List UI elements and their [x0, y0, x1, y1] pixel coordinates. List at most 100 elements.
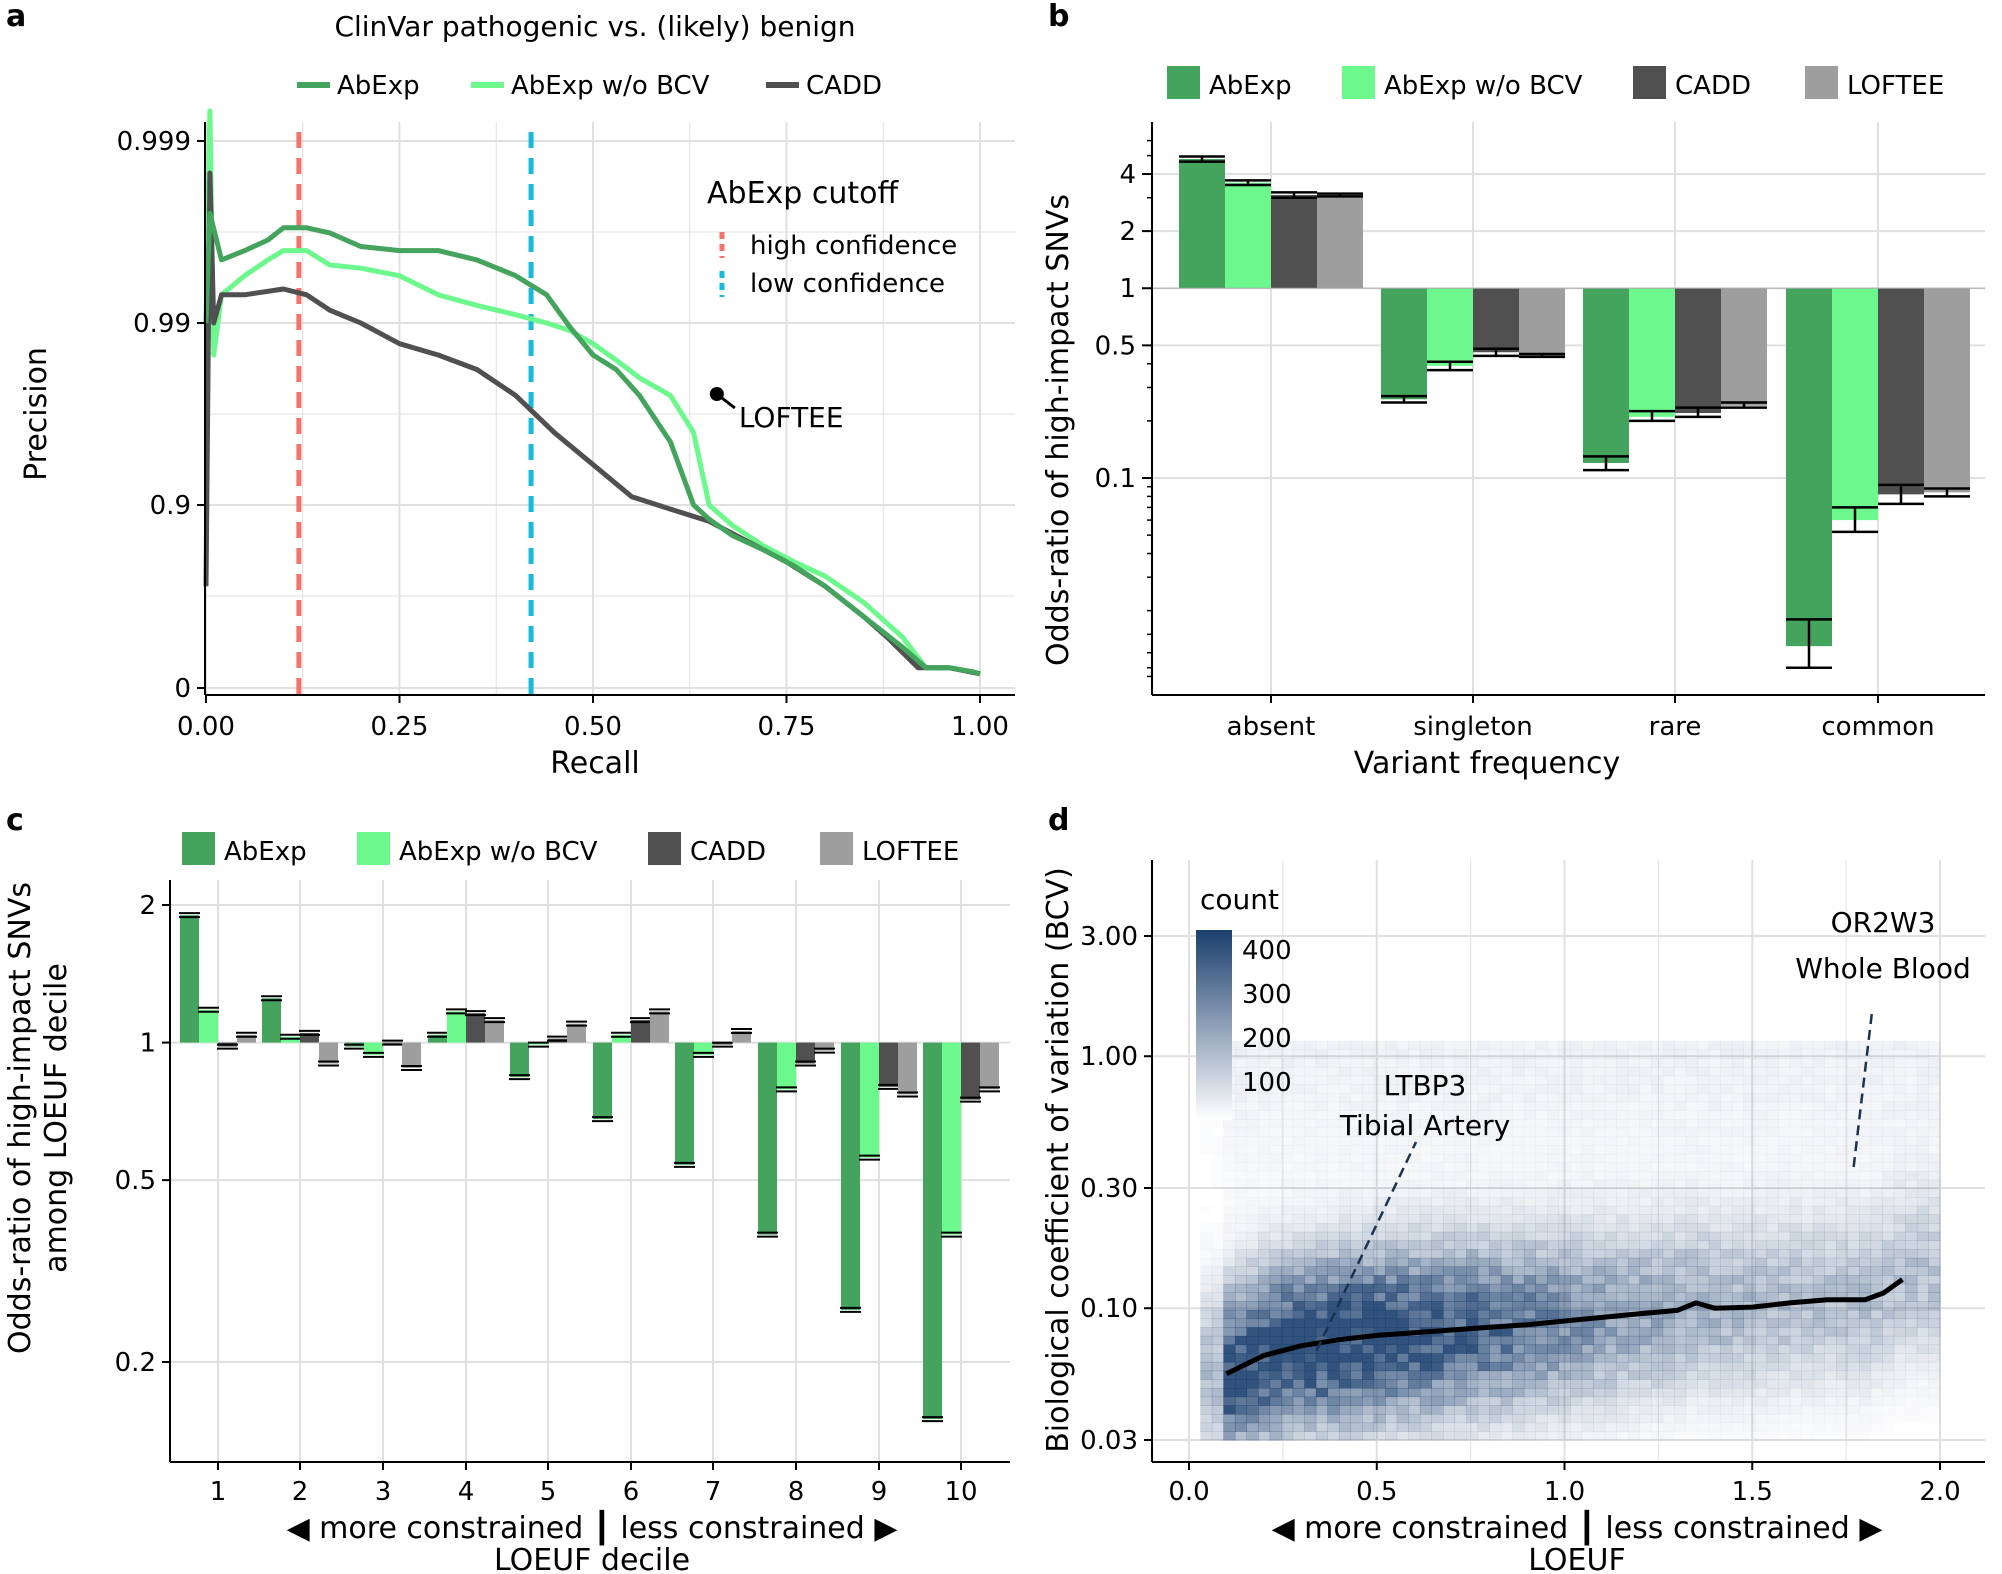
- density-cell: [1801, 1040, 1814, 1051]
- density-cell: [1350, 1275, 1363, 1285]
- density-cell: [1547, 1370, 1560, 1380]
- density-cell: [1674, 1353, 1687, 1363]
- density-cell: [1211, 1361, 1224, 1372]
- density-cell: [1893, 1205, 1906, 1215]
- density-cell: [1627, 1353, 1640, 1363]
- density-cell: [1535, 1084, 1548, 1094]
- density-cell: [1893, 1136, 1906, 1146]
- density-cell: [1419, 1283, 1432, 1294]
- density-cell: [1755, 1066, 1768, 1077]
- density-cell: [1234, 1110, 1247, 1120]
- density-cell: [1338, 1197, 1352, 1207]
- density-cell: [1812, 1110, 1825, 1120]
- density-cell: [1419, 1136, 1432, 1146]
- density-cell: [1859, 1240, 1872, 1250]
- density-cell: [1905, 1275, 1918, 1285]
- density-cell: [1755, 1049, 1768, 1059]
- density-cell: [1489, 1145, 1501, 1154]
- density-cell: [1431, 1353, 1444, 1363]
- density-cell: [1523, 1379, 1536, 1389]
- density-cell: [1859, 1327, 1872, 1337]
- density-cell: [1200, 1309, 1213, 1320]
- density-cell: [1743, 1231, 1756, 1241]
- density-cell: [1581, 1153, 1594, 1163]
- density-cell: [1500, 1344, 1513, 1354]
- density-cell: [1211, 1370, 1224, 1380]
- density-cell: [1258, 1422, 1271, 1432]
- density-cell: [1685, 1162, 1698, 1172]
- density-cell: [1258, 1040, 1271, 1051]
- bar-decile-6-abexp: [593, 1042, 612, 1120]
- density-cell: [1327, 1240, 1340, 1250]
- density-cell: [1489, 1318, 1502, 1328]
- density-cell: [1234, 1049, 1247, 1059]
- density-cell: [1442, 1309, 1456, 1320]
- density-cell: [1269, 1353, 1282, 1363]
- density-cell: [1200, 1257, 1213, 1267]
- density-cell: [1824, 1066, 1837, 1077]
- density-cell: [1743, 1422, 1756, 1432]
- density-cell: [1466, 1353, 1479, 1363]
- density-cell: [1789, 1110, 1802, 1120]
- density-cell: [1813, 1423, 1825, 1432]
- density-cell: [1824, 1431, 1836, 1440]
- error-bar: [1629, 409, 1675, 423]
- density-cell: [1408, 1257, 1421, 1267]
- density-cell: [1812, 1309, 1825, 1320]
- bar-decile-2-cadd: [300, 1032, 319, 1043]
- density-cell: [1512, 1153, 1525, 1163]
- density-cell: [1743, 1370, 1756, 1380]
- density-cell: [1755, 1240, 1768, 1250]
- density-cell: [1928, 1171, 1941, 1181]
- density-cell: [1616, 1240, 1629, 1250]
- density-cell: [1882, 1309, 1895, 1320]
- density-cell: [1327, 1327, 1340, 1337]
- density-cell: [1523, 1136, 1536, 1146]
- density-cell: [1674, 1188, 1687, 1198]
- density-cell: [1281, 1171, 1294, 1181]
- density-cell: [1720, 1309, 1733, 1320]
- density-cell: [1905, 1240, 1918, 1250]
- density-cell: [1651, 1413, 1664, 1424]
- density-cell: [1223, 1370, 1236, 1380]
- density-cell: [1651, 1387, 1664, 1398]
- density-cell: [1419, 1084, 1432, 1094]
- density-cell: [1778, 1101, 1791, 1111]
- density-cell: [1570, 1353, 1583, 1363]
- density-cell: [1454, 1283, 1467, 1294]
- density-cell: [1824, 1075, 1837, 1085]
- density-cell: [1685, 1231, 1698, 1241]
- density-cell: [1431, 1396, 1444, 1406]
- density-cell: [1535, 1058, 1548, 1068]
- density-cell: [1835, 1075, 1849, 1085]
- error-bar: [922, 1416, 943, 1423]
- density-cell: [1778, 1344, 1791, 1354]
- density-cell: [1674, 1214, 1687, 1224]
- density-cell: [1500, 1379, 1513, 1389]
- density-cell: [1292, 1413, 1305, 1424]
- density-cell: [1454, 1353, 1467, 1363]
- error-bar: [757, 1231, 778, 1238]
- density-cell: [1627, 1049, 1640, 1059]
- density-cell: [1327, 1405, 1340, 1415]
- density-cell: [1246, 1171, 1258, 1180]
- density-cell: [1212, 1162, 1224, 1171]
- density-cell: [1570, 1145, 1582, 1154]
- density-cell: [1269, 1318, 1282, 1328]
- density-cell: [1720, 1387, 1733, 1398]
- density-cell: [1223, 1431, 1236, 1441]
- density-cell: [1362, 1058, 1375, 1068]
- density-cell: [1512, 1127, 1525, 1137]
- density-cell: [1847, 1361, 1860, 1372]
- density-cell: [1223, 1171, 1235, 1180]
- density-cell: [1847, 1066, 1860, 1077]
- density-cell: [1755, 1370, 1768, 1380]
- density-cell: [1870, 1353, 1883, 1363]
- density-cell: [1223, 1197, 1235, 1206]
- density-cell: [1500, 1318, 1513, 1328]
- density-cell: [1581, 1179, 1594, 1189]
- density-cell: [1281, 1058, 1294, 1068]
- density-cell: [1292, 1379, 1305, 1389]
- density-cell: [1697, 1214, 1710, 1224]
- density-cell: [1604, 1396, 1617, 1406]
